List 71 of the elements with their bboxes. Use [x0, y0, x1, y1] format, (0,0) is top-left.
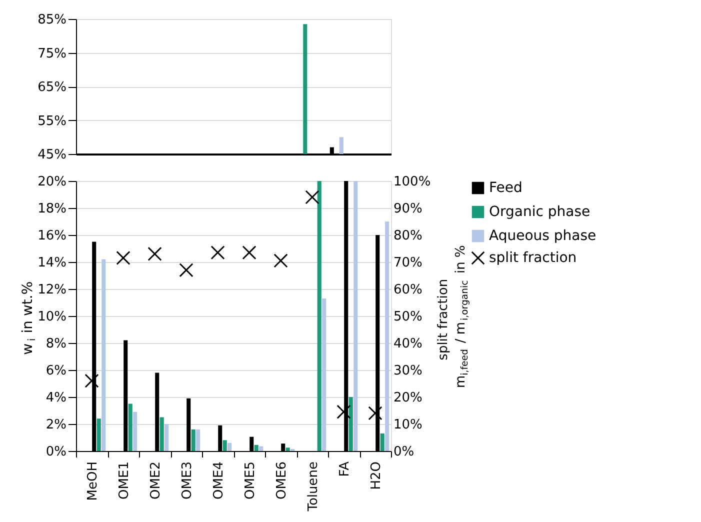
y-tick-label: 75% [38, 46, 66, 62]
y2-tick-label: 40% [394, 336, 422, 352]
point [336, 404, 351, 419]
bar [317, 181, 322, 451]
legend-label: split fraction [489, 250, 577, 266]
bar [322, 298, 326, 451]
x-tick-label: OME3 [180, 462, 195, 500]
x-tick-label: OME2 [148, 462, 164, 500]
x-tick-label: H2O [368, 462, 384, 490]
x-tick-label: MeOH [85, 462, 100, 501]
bar [286, 448, 290, 451]
y-tick-label: 0% [46, 444, 66, 460]
y-tick-label: 20% [38, 174, 66, 190]
point [179, 263, 194, 278]
x-tick-label: Toluene [306, 462, 321, 512]
y2-tick-label: 100% [394, 174, 431, 190]
x-tick-label: OME1 [116, 462, 132, 500]
point [116, 250, 130, 266]
bar [196, 429, 200, 451]
x-tick-label: OME5 [242, 462, 258, 500]
bar [222, 440, 227, 451]
legend-label: Aqueous phase [489, 228, 596, 244]
y2-tick-label: 90% [394, 202, 422, 216]
bar [385, 222, 390, 451]
point [242, 245, 256, 260]
point [148, 246, 162, 261]
bar [191, 429, 196, 451]
y-tick-label: 16% [38, 228, 66, 244]
y-tick-label: 14% [38, 256, 66, 270]
bar [102, 259, 106, 451]
y-tick-label: 85% [38, 12, 66, 28]
y-tick-label: 8% [46, 336, 66, 352]
y-tick-label: 4% [46, 390, 66, 406]
y-tick-label: 6% [46, 364, 66, 378]
bar [128, 404, 132, 451]
bar [354, 181, 358, 451]
bar [133, 412, 138, 451]
y-tick-label: 55% [38, 114, 66, 129]
y2-tick-label: 0% [394, 444, 414, 460]
x-tick-label: OME6 [274, 462, 290, 500]
y-tick-label: 18% [38, 202, 66, 216]
y2-tick-label: 80% [394, 228, 422, 244]
y-tick-label: 2% [46, 418, 66, 432]
y2-tick-label: 20% [394, 390, 422, 406]
bar [254, 444, 258, 451]
y2-tick-label: 50% [394, 310, 422, 324]
point [210, 245, 225, 260]
y2-tick-label: 60% [394, 282, 422, 298]
y-tick-label: 10% [38, 310, 66, 324]
point [305, 190, 320, 204]
point [84, 374, 99, 388]
y-axis-title: wi in wt.% [20, 281, 38, 355]
bar [228, 442, 232, 451]
bar [259, 446, 264, 451]
bar [160, 417, 164, 451]
bar [96, 418, 101, 451]
bar [380, 433, 384, 451]
y-tick-label: 65% [38, 80, 66, 95]
legend-label: Feed [489, 180, 522, 196]
x-tick-label: OME4 [211, 462, 226, 500]
y-tick-label: 12% [38, 282, 66, 298]
x-tick-label: FA [337, 461, 352, 477]
legend-label: Organic phase [489, 204, 590, 220]
bar [164, 424, 169, 451]
y2-tick-label: 70% [394, 256, 422, 270]
bar [348, 397, 353, 451]
y-tick-label: 45% [38, 148, 66, 162]
y2-tick-label: 30% [394, 364, 422, 378]
y2-tick-label: 10% [394, 418, 422, 432]
point [274, 254, 288, 268]
point [368, 406, 382, 420]
